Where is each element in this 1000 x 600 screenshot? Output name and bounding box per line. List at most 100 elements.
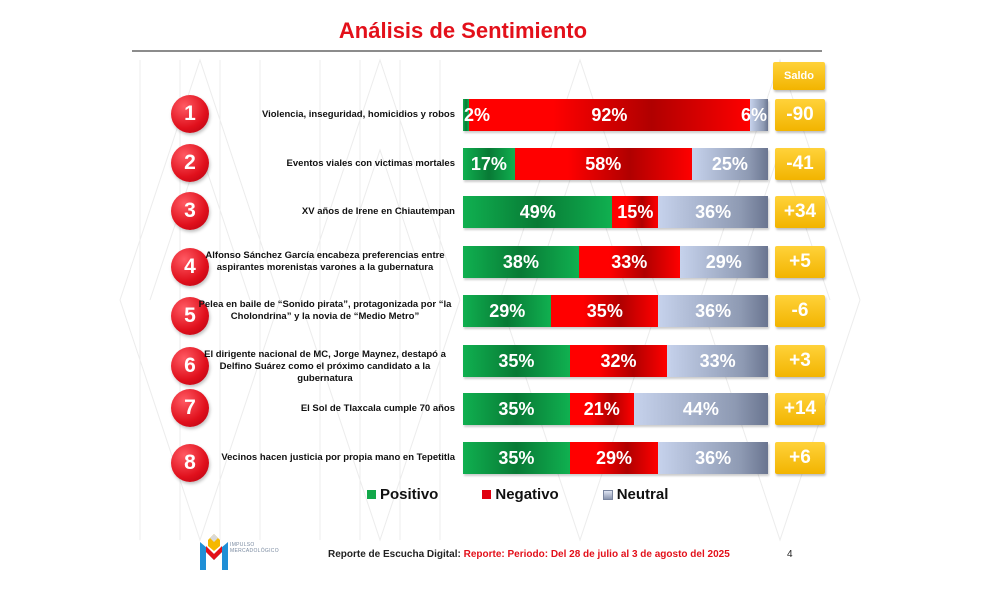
legend-item-positive: Positivo — [367, 486, 438, 503]
rank-badge: 2 — [171, 144, 209, 182]
stacked-bar: 35% 32% 33% — [463, 345, 768, 377]
bar-segment-neutral: 36% — [658, 442, 768, 474]
saldo-value: -90 — [775, 99, 825, 131]
logo-text: IMPULSO MERCADOLÓGICO — [230, 542, 279, 554]
data-label: 2% — [464, 104, 491, 125]
bar-segment-positive: 35% — [463, 442, 570, 474]
row-label: El dirigente nacional de MC, Jorge Mayne… — [195, 349, 455, 385]
saldo-value: -41 — [775, 148, 825, 180]
data-label: 29% — [595, 447, 632, 468]
data-label: 33% — [699, 350, 736, 371]
chart-row: 3 XV años de Irene en Chiautempan 49% 15% 36… — [0, 192, 1000, 232]
legend-label-negative: Negativo — [495, 486, 559, 503]
footer-period: Reporte: Periodo: Del 28 de julio al 3 d… — [463, 549, 730, 560]
data-label: 92% — [591, 104, 628, 125]
row-label-line: Vecinos hacen justicia por propia mano e… — [221, 452, 455, 463]
legend-label-positive: Positivo — [380, 486, 439, 503]
legend-swatch-negative — [482, 490, 492, 499]
legend-label-neutral: Neutral — [616, 486, 669, 503]
bar-segment-negative: 92% — [469, 99, 750, 131]
data-label: 21% — [583, 398, 620, 419]
chart-row: 4 Alfonso Sánchez García encabeza prefere… — [0, 242, 1000, 286]
chart-row: 5 Pelea en baile de “Sonido pirata”, prot… — [0, 291, 1000, 335]
data-label: 35% — [498, 447, 535, 468]
row-label: Pelea en baile de “Sonido pirata”, prota… — [195, 299, 455, 323]
row-label-line: Pelea en baile de “Sonido pirata”, prota… — [198, 299, 452, 310]
page-number: 4 — [787, 549, 793, 560]
bar-segment-positive: 38% — [463, 246, 579, 278]
legend-item-negative: Negativo — [482, 486, 559, 503]
bar-segment-neutral: 33% — [667, 345, 768, 377]
footer-report-label: Reporte de Escucha Digital: — [328, 549, 461, 560]
row-label-line: aspirantes morenistas varones a la guber… — [216, 262, 434, 273]
company-logo: IMPULSO MERCADOLÓGICO — [198, 530, 288, 572]
bar-segment-negative: 58% — [514, 148, 692, 180]
logo-m-icon — [200, 534, 228, 570]
bar-segment-neutral: 44% — [633, 393, 768, 425]
row-label: El Sol de Tlaxcala cumple 70 años — [195, 403, 455, 415]
legend-item-neutral: Neutral — [602, 486, 669, 503]
row-label: Alfonso Sánchez García encabeza preferen… — [195, 250, 455, 274]
stacked-bar: 29% 35% 36% — [463, 295, 768, 327]
bar-segment-positive: 35% — [463, 393, 570, 425]
rank-badge: 3 — [171, 192, 209, 230]
bar-segment-positive: 49% — [463, 196, 613, 228]
row-label-line: Delfino Suárez como el próximo candidato… — [219, 361, 431, 384]
title-divider — [132, 50, 822, 52]
bar-segment-neutral: 29% — [679, 246, 768, 278]
data-label: 58% — [585, 153, 622, 174]
rank-badge: 7 — [171, 389, 209, 427]
row-label-line: XV años de Irene en Chiautempan — [301, 206, 455, 217]
stacked-bar: 35% 29% 36% — [463, 442, 768, 474]
data-label: 32% — [600, 350, 637, 371]
footer-report: Reporte de Escucha Digital: Reporte: Per… — [328, 549, 730, 560]
chart-row: 2 Eventos viales con victimas mortales 17%… — [0, 144, 1000, 184]
row-label-line: Violencia, inseguridad, homicidios y rob… — [261, 109, 455, 120]
rank-badge: 5 — [171, 297, 209, 335]
data-label: 25% — [711, 153, 748, 174]
stacked-bar: 35% 21% 44% — [463, 393, 768, 425]
data-label: 29% — [489, 300, 526, 321]
data-label: 6% — [740, 104, 767, 125]
bar-segment-negative: 29% — [569, 442, 659, 474]
data-label: 36% — [695, 300, 732, 321]
data-label: 36% — [695, 447, 732, 468]
bar-segment-negative: 35% — [551, 295, 659, 327]
saldo-value: +5 — [775, 246, 825, 278]
bar-segment-negative: 33% — [578, 246, 680, 278]
stacked-bar: 49% 15% 36% — [463, 196, 768, 228]
bar-segment-neutral: 36% — [658, 295, 768, 327]
legend-swatch-positive — [367, 490, 376, 499]
stacked-bar: 17% 58% 25% — [463, 148, 768, 180]
data-label: 44% — [682, 398, 719, 419]
data-label: 29% — [705, 251, 742, 272]
data-label: 49% — [519, 201, 556, 222]
data-label: 15% — [617, 201, 654, 222]
row-label-line: El Sol de Tlaxcala cumple 70 años — [300, 403, 455, 414]
bar-segment-positive: 29% — [463, 295, 552, 327]
chart-legend: Positivo Negativo Neutral — [367, 486, 712, 503]
bar-segment-positive: 35% — [463, 345, 570, 377]
row-label-line: El dirigente nacional de MC, Jorge Mayne… — [204, 349, 446, 360]
row-label: XV años de Irene en Chiautempan — [195, 206, 455, 218]
chart-row: 7 El Sol de Tlaxcala cumple 70 años 35% 21%… — [0, 389, 1000, 429]
row-label: Vecinos hacen justicia por propia mano e… — [195, 452, 455, 464]
stacked-bar: 38% 33% 29% — [463, 246, 768, 278]
rank-badge: 6 — [171, 347, 209, 385]
bar-segment-neutral: 25% — [691, 148, 768, 180]
data-label: 35% — [498, 398, 535, 419]
saldo-value: +3 — [775, 345, 825, 377]
bar-segment-negative: 32% — [569, 345, 668, 377]
data-label: 38% — [502, 251, 539, 272]
bar-segment-negative: 15% — [612, 196, 659, 228]
row-label: Violencia, inseguridad, homicidios y rob… — [195, 109, 455, 121]
bar-segment-negative: 21% — [569, 393, 634, 425]
data-label: 17% — [470, 153, 507, 174]
data-label: 33% — [611, 251, 648, 272]
chart-row: 1 Violencia, inseguridad, homicidios y ro… — [0, 95, 1000, 135]
row-label-line: Alfonso Sánchez García encabeza preferen… — [205, 250, 445, 261]
bar-segment-positive: 2% — [463, 99, 490, 131]
row-label: Eventos viales con victimas mortales — [195, 158, 455, 170]
data-label: 36% — [695, 201, 732, 222]
rank-badge: 8 — [171, 444, 209, 482]
